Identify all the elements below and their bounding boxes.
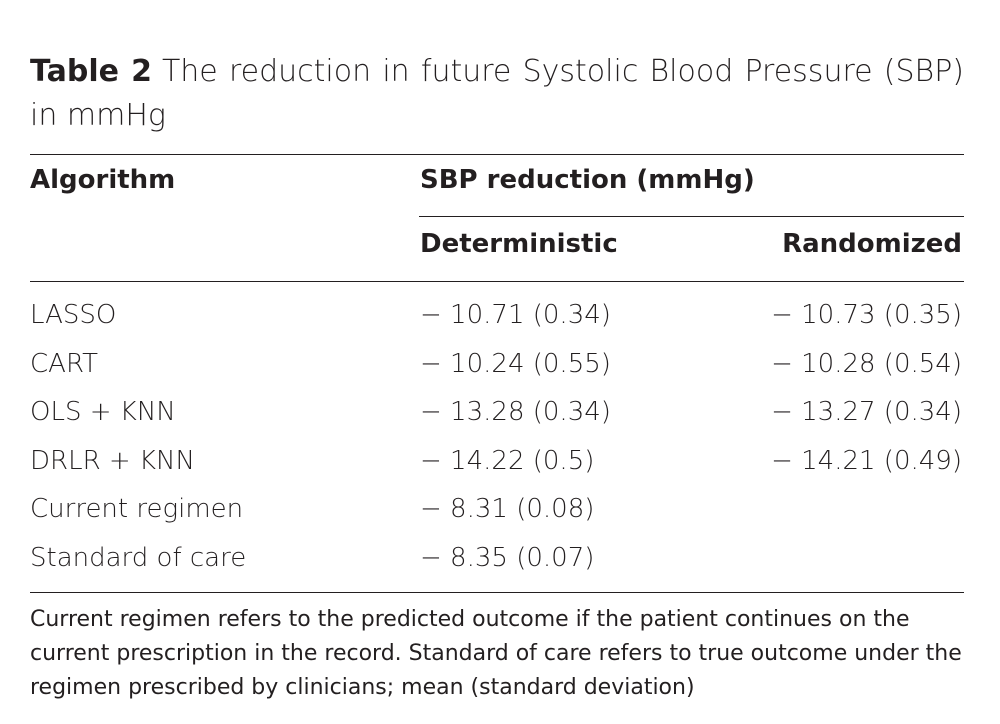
table-caption: Table 2 The reduction in future Systolic … [30, 50, 964, 138]
table-row-randomized: − 10.28 (0.54) [771, 349, 962, 379]
table-row-algorithm: LASSO [30, 300, 117, 330]
table-footnote: Current regimen refers to the predicted … [30, 607, 962, 700]
subheader-rule [419, 216, 964, 217]
table-row-deterministic: − 10.24 (0.55) [420, 349, 611, 379]
header-deterministic: Deterministic [420, 229, 618, 259]
table-row-randomized: − 13.27 (0.34) [771, 397, 962, 427]
header-sbp-reduction: SBP reduction (mmHg) [420, 165, 755, 195]
table-row-deterministic: − 13.28 (0.34) [420, 397, 611, 427]
header-randomized: Randomized [782, 229, 962, 259]
table-row-deterministic: − 10.71 (0.34) [420, 300, 611, 330]
table-row-algorithm: Current regimen [30, 494, 244, 524]
header-rule [30, 281, 964, 282]
table-row-algorithm: DRLR + KNN [30, 446, 195, 476]
table-row-randomized: − 14.21 (0.49) [771, 446, 962, 476]
table-row-deterministic: − 8.31 (0.08) [420, 494, 595, 524]
table-row-deterministic: − 14.22 (0.5) [420, 446, 595, 476]
table-row-algorithm: Standard of care [30, 543, 247, 573]
top-rule [30, 154, 964, 155]
header-algorithm: Algorithm [30, 165, 176, 195]
bottom-rule [30, 592, 964, 593]
caption-text: The reduction in future Systolic Blood P… [30, 54, 964, 133]
caption-label: Table 2 [30, 54, 152, 89]
table-row-algorithm: CART [30, 349, 98, 379]
table-row-randomized: − 10.73 (0.35) [771, 300, 962, 330]
table-row-algorithm: OLS + KNN [30, 397, 176, 427]
table-row-deterministic: − 8.35 (0.07) [420, 543, 595, 573]
